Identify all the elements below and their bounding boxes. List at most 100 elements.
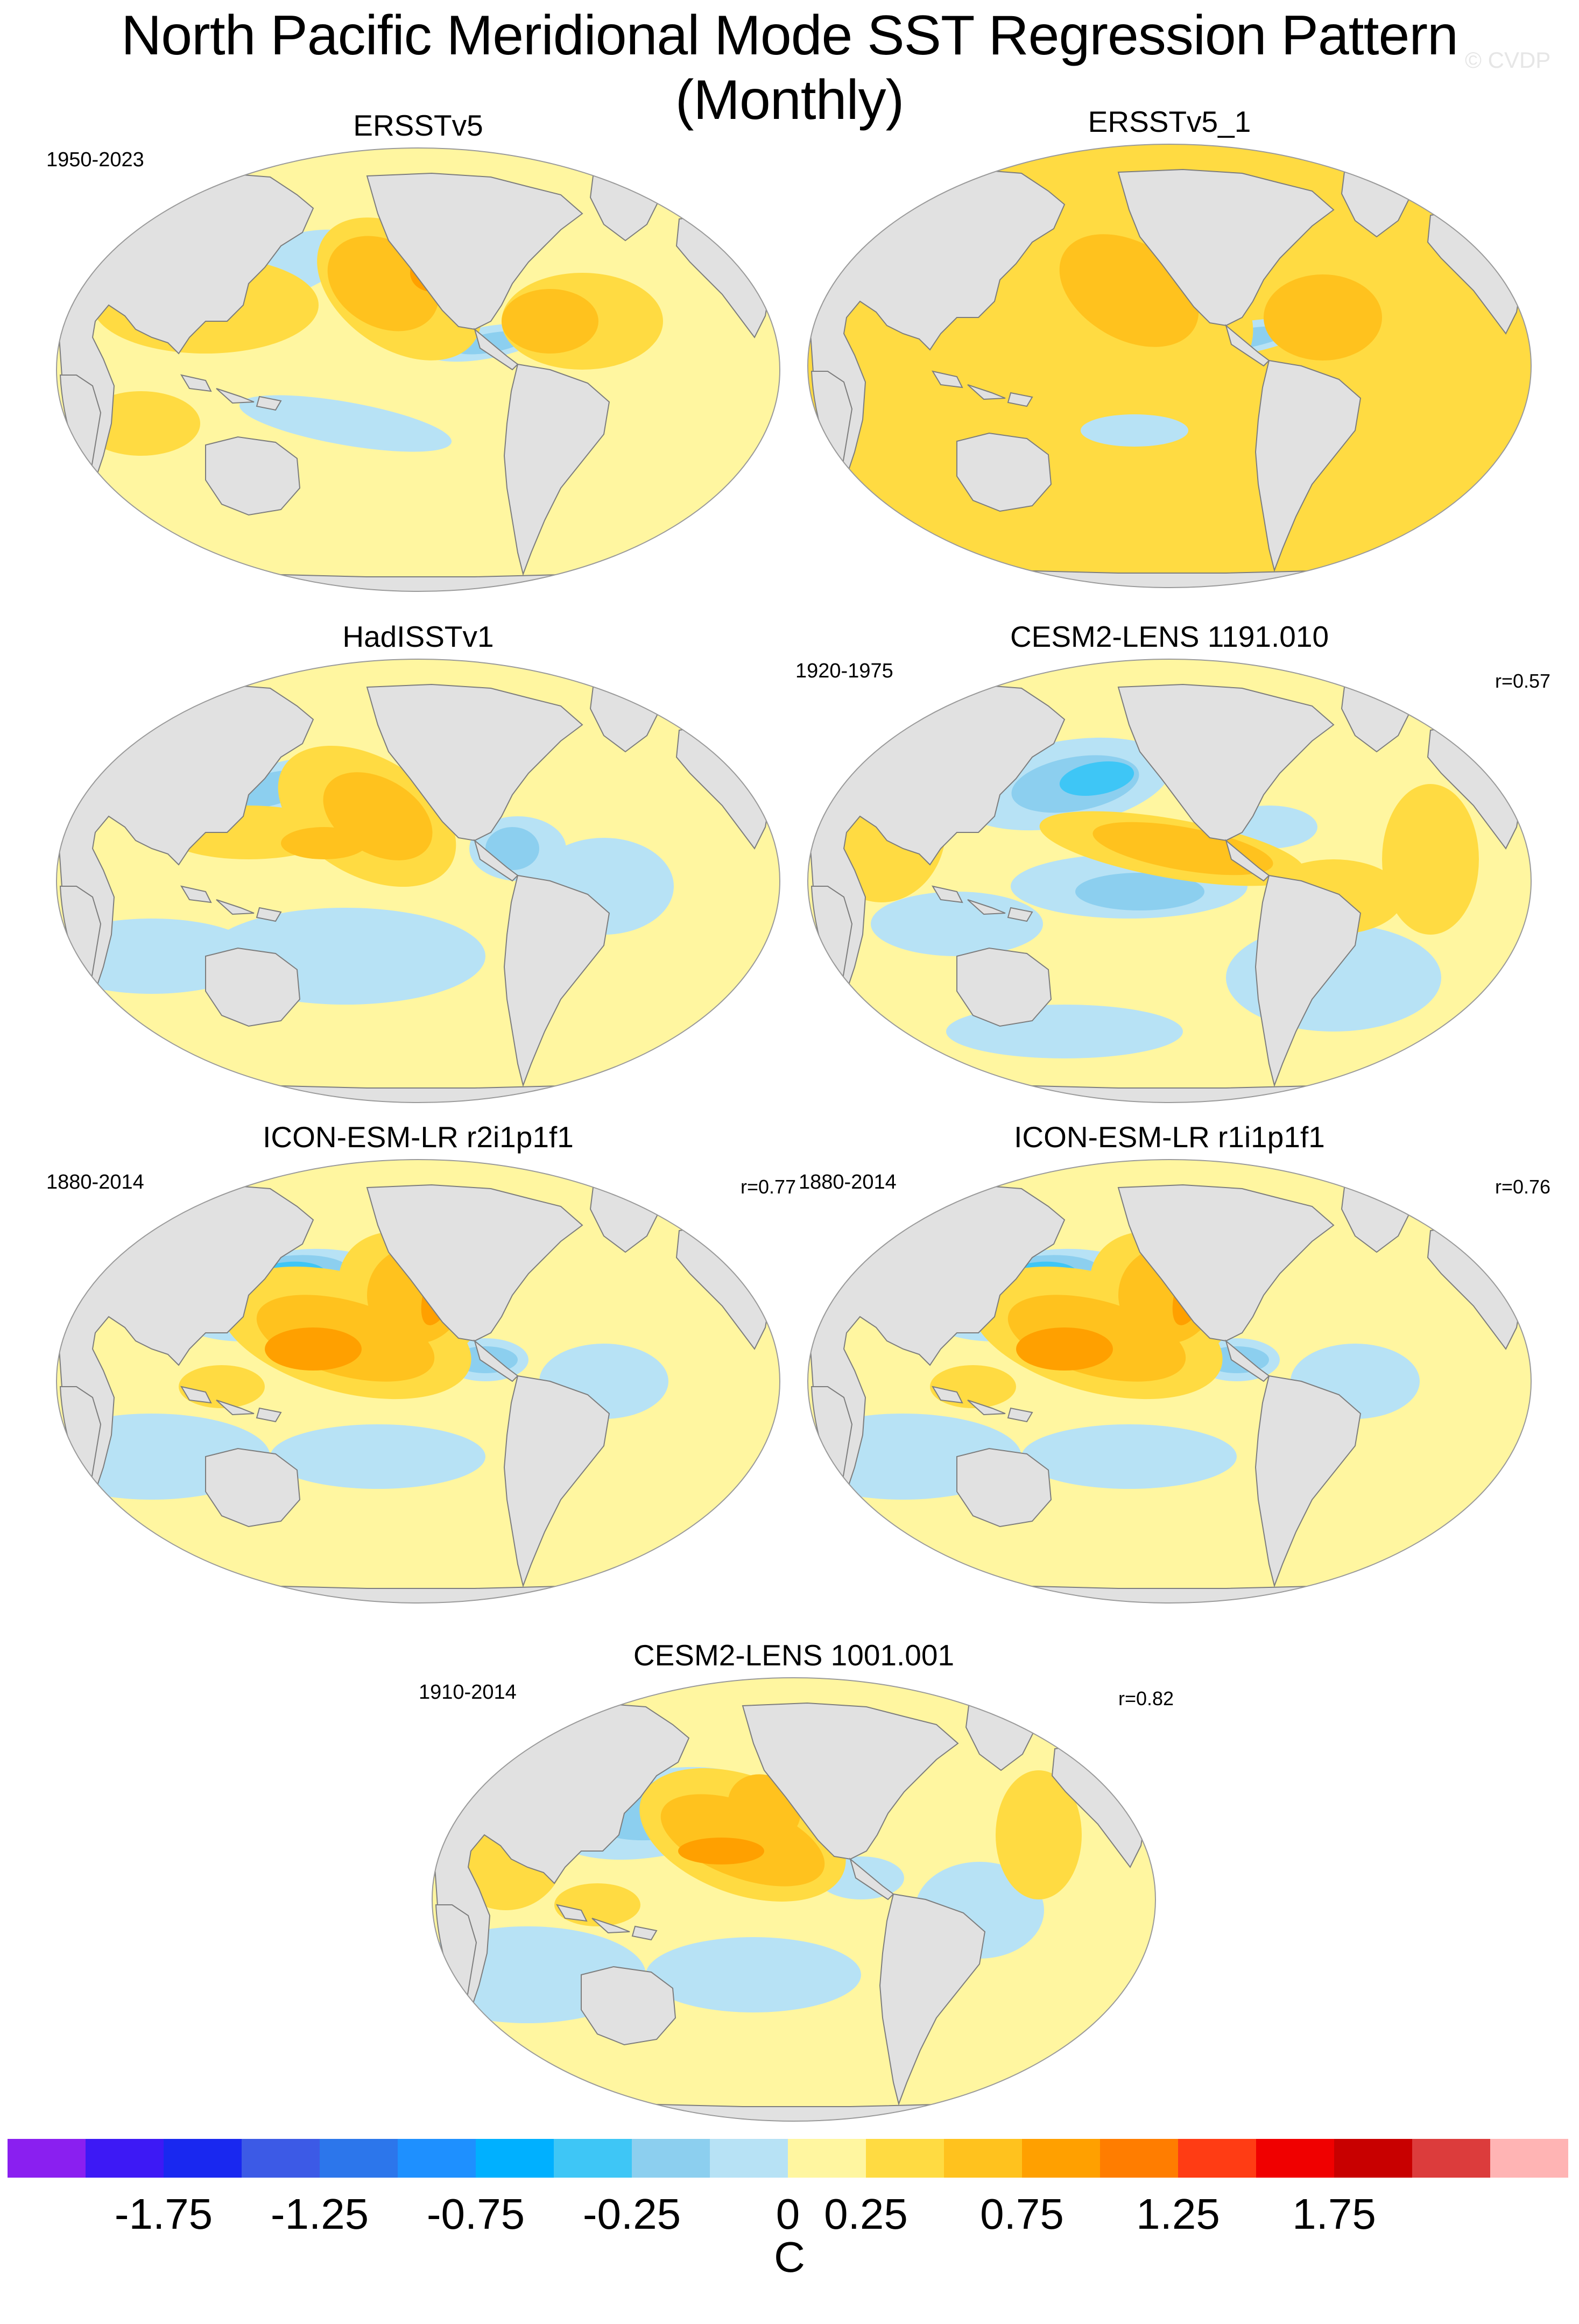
land-mass (503, 874, 610, 1087)
map-outline (807, 659, 1532, 1103)
land-mass (1254, 1375, 1362, 1588)
panel-icon-r2i1p1f1: ICON-ESM-LR r2i1p1f1 1880-2014 r=0.77 (44, 1120, 796, 1606)
colorbar-swatch (86, 2139, 164, 2178)
land-mass (1117, 168, 1335, 327)
colorbar-swatch (8, 2139, 86, 2178)
panel-cesm2-1001-001: CESM2-LENS 1001.001 1910-2014 r=0.82 (419, 1638, 1174, 2124)
sst-anomaly-cold (1059, 761, 1134, 796)
colorbar-tick-label: -1.25 (270, 2190, 369, 2238)
panel-title: CESM2-LENS 1001.001 (633, 1638, 955, 1672)
panel-hadisstv1: HadISSTv1 (44, 620, 792, 1106)
sst-anomaly-warm (281, 827, 367, 859)
sst-anomaly-cold (871, 892, 1043, 956)
credit-watermark: © CVDP (1465, 47, 1551, 73)
correlation-label: r=0.82 (1118, 1687, 1174, 1710)
land-mass (956, 432, 1052, 512)
colorbar-swatch (164, 2139, 242, 2178)
sst-anomaly-warm (1264, 274, 1382, 361)
sst-map (807, 659, 1532, 1103)
map-outline (56, 1159, 780, 1604)
land-mass (849, 1857, 894, 1901)
panel-title: ERSSTv5_1 (1088, 105, 1251, 138)
sst-anomaly-warm (265, 1327, 362, 1371)
colorbar-swatch (1412, 2139, 1491, 2178)
colorbar-tick-label: 0.75 (980, 2190, 1064, 2238)
period-label: 1880-2014 (799, 1171, 897, 1193)
sst-map (807, 1159, 1532, 1604)
sst-map (56, 659, 780, 1103)
sst-anomaly-cold (485, 827, 539, 870)
map-outline (56, 147, 780, 592)
colorbar-tick-label: 0.25 (824, 2190, 908, 2238)
panel-ersstv5: ERSSTv5 1950-2023 (44, 109, 792, 595)
panel-ersstv5-1: ERSSTv5_1 (795, 105, 1543, 591)
land-mass (956, 947, 1052, 1027)
colorbar-swatch (1178, 2139, 1257, 2178)
colorbar-swatch (788, 2139, 866, 2178)
period-label: 1880-2014 (46, 1171, 144, 1193)
land-mass (205, 436, 301, 516)
panel-title: ICON-ESM-LR r2i1p1f1 (263, 1120, 574, 1154)
correlation-label: r=0.77 (741, 1176, 796, 1198)
land-mass (474, 839, 519, 882)
colorbar-tick-label: -1.75 (114, 2190, 213, 2238)
map-outline (807, 144, 1532, 588)
sst-anomaly-cold (270, 1424, 485, 1489)
panel-title: CESM2-LENS 1191.010 (1010, 620, 1329, 653)
figure-title: North Pacific Meridional Mode SST Regres… (121, 4, 1458, 131)
colorbar-swatch (1022, 2139, 1101, 2178)
land-mass (366, 172, 583, 330)
panel-cesm2-1191-010: CESM2-LENS 1191.010 1920-1975 r=0.57 (795, 620, 1550, 1106)
colorbar-swatch (320, 2139, 398, 2178)
panel-title: ERSSTv5 (353, 109, 483, 142)
land-mass (1254, 874, 1362, 1087)
period-label: 1910-2014 (419, 1681, 517, 1704)
correlation-label: r=0.57 (1495, 670, 1551, 692)
sst-map (56, 1159, 780, 1604)
sst-map (807, 144, 1532, 588)
land-mass (956, 1447, 1052, 1528)
land-mass (1225, 839, 1270, 882)
land-mass (503, 1375, 610, 1588)
sst-anomaly-warm (1382, 784, 1479, 935)
colorbar-tick-label: 1.75 (1292, 2190, 1376, 2238)
colorbar-swatch (866, 2139, 944, 2178)
land-mass (742, 1702, 959, 1860)
panel-title: HadISSTv1 (342, 620, 494, 653)
land-mass (180, 885, 282, 922)
colorbar-swatch (944, 2139, 1023, 2178)
colorbar-swatch (632, 2139, 710, 2178)
land-mass (931, 885, 1033, 922)
colorbar-swatch (476, 2139, 554, 2178)
period-label: 1950-2023 (46, 149, 144, 171)
sst-anomaly-warm (502, 289, 598, 354)
land-mass (1225, 1339, 1270, 1382)
land-mass (180, 374, 282, 411)
land-mass (879, 1893, 986, 2106)
colorbar-swatch (1256, 2139, 1335, 2178)
land-mass (503, 363, 610, 576)
land-mass (205, 1447, 301, 1528)
land-mass (1254, 359, 1362, 573)
land-mass (366, 683, 583, 842)
colorbar-tick-label: 1.25 (1136, 2190, 1220, 2238)
correlation-label: r=0.76 (1495, 1176, 1551, 1198)
land-mass (205, 947, 301, 1027)
sst-anomaly-cold (1075, 873, 1204, 910)
sst-anomaly-cold (239, 395, 452, 452)
colorbar-swatch (710, 2139, 788, 2178)
land-mass (1117, 1184, 1335, 1342)
sst-anomaly-cold (646, 1937, 861, 2012)
sst-anomaly-warm (996, 1770, 1082, 1899)
sst-anomaly-warm (1016, 1327, 1113, 1371)
sst-anomaly-cold (1081, 414, 1188, 447)
colorbar-tick-label: -0.25 (582, 2190, 681, 2238)
colorbar-swatch (554, 2139, 632, 2178)
map-outline (807, 1159, 1532, 1604)
land-mass (474, 328, 519, 371)
land-mass (366, 1184, 583, 1342)
land-mass (555, 1904, 658, 1941)
map-outline (432, 1677, 1156, 2122)
colorbar-swatch (242, 2139, 320, 2178)
colorbar-swatch (1490, 2139, 1568, 2178)
